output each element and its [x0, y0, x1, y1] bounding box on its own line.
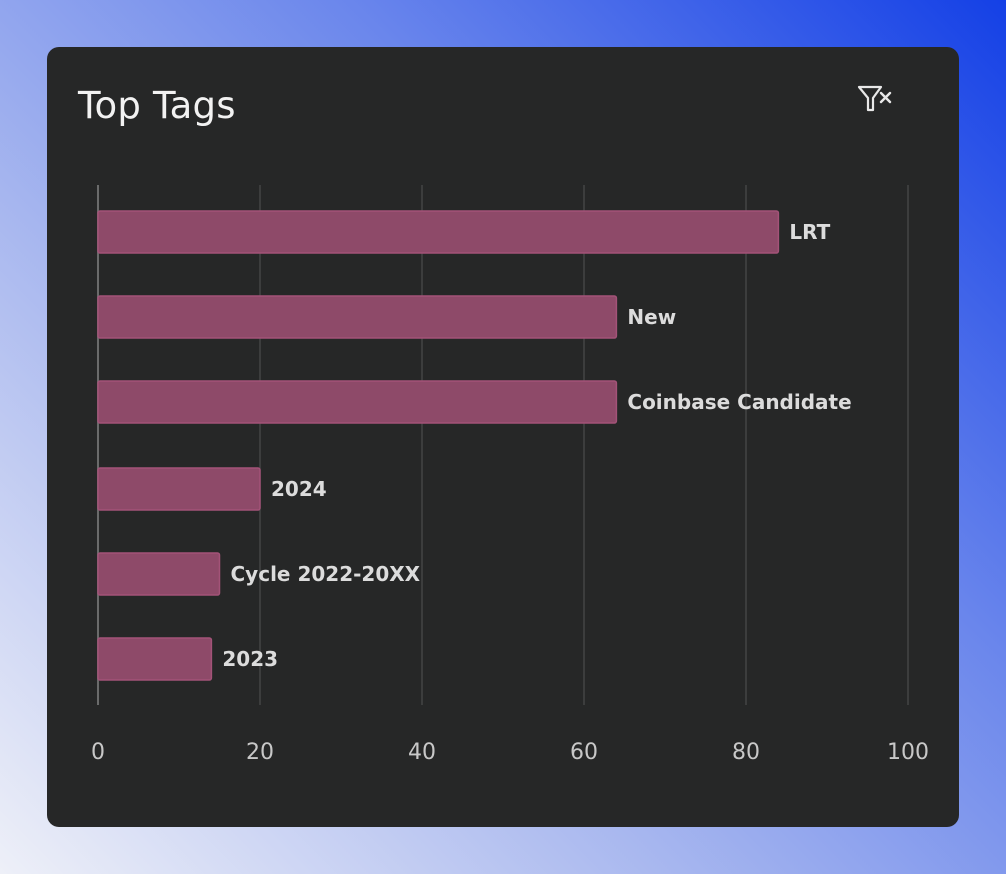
- x-tick-label: 0: [91, 740, 105, 765]
- bar-label: Cycle 2022-20XX: [231, 562, 421, 586]
- bar-2024[interactable]: [97, 467, 261, 511]
- filter-clear-icon: [857, 85, 892, 112]
- x-tick-label: 40: [408, 740, 436, 765]
- x-tick-label: 80: [732, 740, 760, 765]
- bar-coinbase-candidate[interactable]: [97, 380, 618, 424]
- x-tick-label: 60: [570, 740, 598, 765]
- x-tick-label: 100: [887, 740, 929, 765]
- bar-label: Coinbase Candidate: [627, 390, 851, 414]
- bar-new[interactable]: [97, 295, 618, 339]
- top-tags-card: Top Tags LRT New Coinbase Candidate 2024 Cyc…: [47, 47, 959, 827]
- bar-label: New: [627, 305, 676, 329]
- bar-lrt[interactable]: [97, 210, 780, 254]
- bar-label: LRT: [789, 220, 830, 244]
- x-tick-label: 20: [246, 740, 274, 765]
- bar-cycle-2022-20xx[interactable]: [97, 552, 221, 596]
- clear-filter-button[interactable]: [853, 79, 897, 119]
- bar-label: 2023: [222, 647, 278, 671]
- bar-2023[interactable]: [97, 637, 213, 681]
- card-title: Top Tags: [78, 84, 236, 127]
- top-tags-chart: LRT New Coinbase Candidate 2024 Cycle 2022-2…: [91, 185, 929, 765]
- bar-label: 2024: [271, 477, 327, 501]
